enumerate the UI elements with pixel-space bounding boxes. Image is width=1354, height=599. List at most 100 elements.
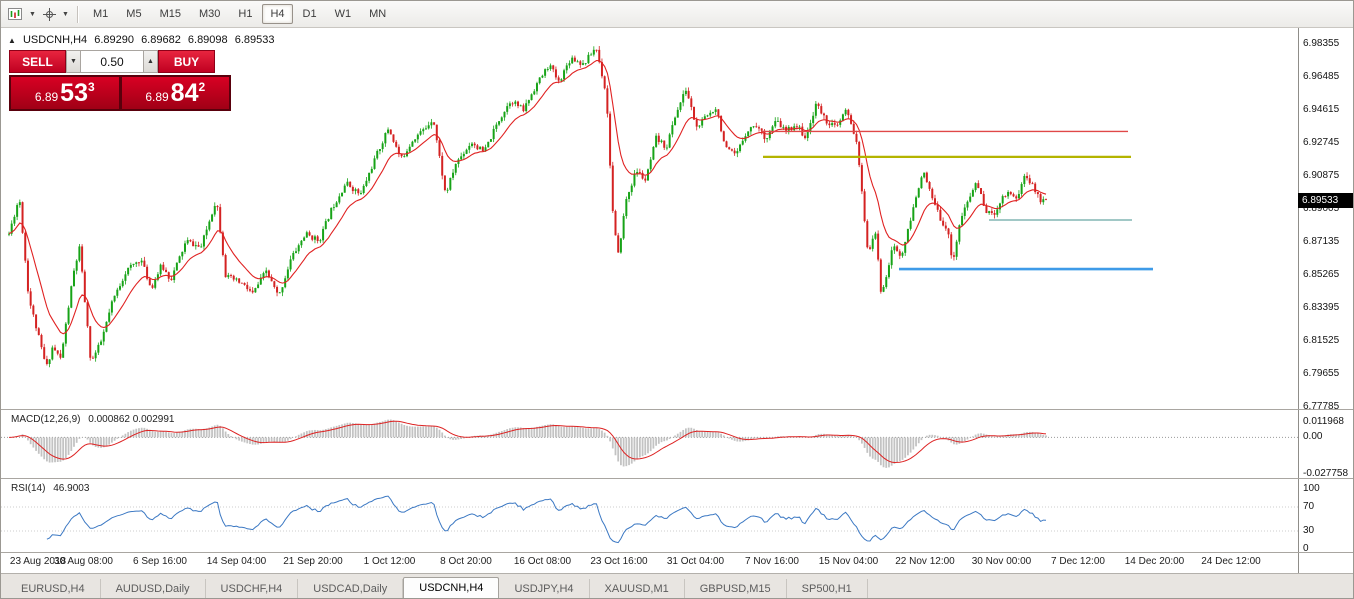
price-axis-label: 6.83395 bbox=[1303, 302, 1340, 313]
time-axis-label: 22 Nov 12:00 bbox=[895, 556, 955, 567]
time-axis-label: 7 Nov 16:00 bbox=[745, 556, 799, 567]
time-axis-label: 14 Sep 04:00 bbox=[206, 556, 267, 567]
time-axis-label: 15 Nov 04:00 bbox=[818, 556, 879, 567]
timeframe-button-m30[interactable]: M30 bbox=[198, 8, 221, 20]
ohlc-low: 6.89098 bbox=[187, 34, 228, 46]
rsi-axis-label: 30 bbox=[1303, 525, 1315, 536]
time-axis-label: 14 Dec 20:00 bbox=[1124, 556, 1185, 567]
chart-tab-usdcnh-h4[interactable]: USDCNH,H4 bbox=[403, 577, 500, 598]
timeframe-button-w1[interactable]: W1 bbox=[334, 8, 352, 20]
chart-tab-gbpusd-m15[interactable]: GBPUSD,M15 bbox=[685, 579, 787, 598]
price-axis-label: 6.90875 bbox=[1303, 170, 1340, 181]
rsi-axis-label: 70 bbox=[1303, 501, 1315, 512]
price-axis-label: 6.87135 bbox=[1303, 236, 1340, 247]
time-axis-label: 24 Dec 12:00 bbox=[1201, 556, 1261, 567]
price-axis-separator bbox=[1298, 28, 1299, 573]
macd-axis-label: 0.00 bbox=[1303, 431, 1323, 443]
sell-price-big: 53 bbox=[60, 79, 88, 107]
chart-window-icon[interactable] bbox=[5, 4, 27, 24]
price-axis[interactable]: 6.98355 6.96485 6.94615 6.92745 6.90875 6.890… bbox=[1299, 28, 1353, 573]
buy-price-button[interactable]: 6.89 84 2 bbox=[121, 77, 229, 109]
sell-button[interactable]: SELL bbox=[9, 50, 66, 73]
price-axis-label: 6.77785 bbox=[1303, 401, 1340, 412]
time-axis[interactable]: 23 Aug 2018 30 Aug 08:00 6 Sep 16:00 14 Sep… bbox=[1, 552, 1298, 573]
one-click-trading-widget: SELL ▼ ▲ BUY 6.89 53 3 6.89 84 2 bbox=[9, 50, 231, 111]
chart-tab-usdjpy-h4[interactable]: USDJPY,H4 bbox=[499, 579, 590, 598]
current-price-label: 6.89533 bbox=[1298, 193, 1353, 208]
panel-divider bbox=[1, 552, 1353, 553]
time-axis-label: 30 Nov 00:00 bbox=[971, 556, 1032, 567]
time-axis-label: 1 Oct 12:00 bbox=[363, 556, 416, 567]
panel-divider[interactable] bbox=[1, 478, 1353, 479]
chart-symbol: USDCNH,H4 bbox=[22, 34, 88, 46]
buy-button[interactable]: BUY bbox=[158, 50, 215, 73]
sell-price-sup: 3 bbox=[87, 80, 95, 94]
timeframe-button-m15[interactable]: M15 bbox=[159, 8, 181, 20]
timeframe-button-m1[interactable]: M1 bbox=[93, 8, 109, 20]
time-axis-label: 8 Oct 20:00 bbox=[440, 556, 492, 567]
price-axis-label: 6.81525 bbox=[1303, 335, 1340, 346]
buy-price-small: 6.89 bbox=[145, 90, 169, 104]
chart-symbol-icon: ▲ bbox=[8, 36, 16, 45]
volume-input[interactable] bbox=[81, 50, 143, 73]
buy-price-big: 84 bbox=[170, 79, 199, 107]
volume-decrease-button[interactable]: ▼ bbox=[66, 50, 81, 73]
rsi-value: 46.9003 bbox=[53, 483, 90, 494]
chart-tab-eurusd-h4[interactable]: EURUSD,H4 bbox=[6, 579, 101, 598]
rsi-title: RSI(14) bbox=[11, 483, 46, 494]
timeframe-button-d1[interactable]: D1 bbox=[302, 8, 317, 20]
price-chart-canvas[interactable] bbox=[1, 28, 1298, 409]
ohlc-open: 6.89290 bbox=[94, 34, 134, 46]
chart-tab-xauusd-m1[interactable]: XAUUSD,M1 bbox=[590, 579, 685, 598]
crosshair-dropdown-caret[interactable]: ▼ bbox=[62, 10, 69, 18]
sell-price-button[interactable]: 6.89 53 3 bbox=[11, 77, 119, 109]
ohlc-close: 6.89533 bbox=[234, 34, 275, 46]
chart-ohlc-header: ▲ USDCNH,H4 6.89290 6.89682 6.89098 6.89… bbox=[8, 34, 278, 46]
time-axis-label: 23 Aug 2018 bbox=[9, 556, 67, 567]
time-axis-label: 6 Sep 16:00 bbox=[133, 556, 187, 567]
rsi-axis-label: 0 bbox=[1303, 543, 1309, 554]
chart-tab-usdchf-h4[interactable]: USDCHF,H4 bbox=[206, 579, 299, 598]
panel-divider[interactable] bbox=[1, 409, 1353, 410]
price-axis-label: 6.94615 bbox=[1303, 104, 1340, 115]
time-axis-label: 16 Oct 08:00 bbox=[513, 556, 572, 567]
price-axis-label: 6.85265 bbox=[1303, 269, 1340, 280]
chart-tab-sp500-h1[interactable]: SP500,H1 bbox=[787, 579, 868, 598]
timeframe-button-h4[interactable]: H4 bbox=[262, 4, 293, 24]
macd-canvas[interactable] bbox=[1, 410, 1298, 478]
timeframe-button-mn[interactable]: MN bbox=[369, 8, 387, 20]
quote-prices: 6.89 53 3 6.89 84 2 bbox=[9, 75, 231, 111]
chart-tab-usdcad-daily[interactable]: USDCAD,Daily bbox=[298, 579, 404, 598]
rsi-indicator-header: RSI(14) 46.9003 bbox=[11, 483, 94, 494]
macd-values: 0.000862 0.002991 bbox=[88, 414, 175, 425]
timeframe-button-h1[interactable]: H1 bbox=[238, 8, 253, 20]
time-axis-label: 31 Oct 04:00 bbox=[666, 556, 725, 567]
ohlc-high: 6.89682 bbox=[141, 34, 181, 46]
timeframe-buttons: M1 M5 M15 M30 H1 H4 D1 W1 MN bbox=[84, 4, 395, 24]
time-axis-label: 21 Sep 20:00 bbox=[283, 556, 343, 567]
timeframe-button-m5[interactable]: M5 bbox=[126, 8, 142, 20]
time-axis-label: 7 Dec 12:00 bbox=[1051, 556, 1105, 567]
volume-increase-button[interactable]: ▲ bbox=[143, 50, 158, 73]
time-axis-label: 30 Aug 08:00 bbox=[54, 556, 113, 567]
chart-toolbar: ▼ ▼ M1 M5 M15 M30 H1 H4 D1 W1 MN bbox=[1, 1, 1353, 28]
toolbar-separator bbox=[77, 5, 78, 23]
time-axis-label: 23 Oct 16:00 bbox=[590, 556, 648, 567]
chart-window-dropdown-caret[interactable]: ▼ bbox=[29, 10, 36, 18]
chart-tab-audusd-daily[interactable]: AUDUSD,Daily bbox=[101, 579, 206, 598]
macd-axis-label: -0.027758 bbox=[1303, 468, 1349, 480]
price-axis-label: 6.92745 bbox=[1303, 137, 1340, 148]
rsi-axis-label: 100 bbox=[1303, 483, 1320, 494]
chart-area: 6.98355 6.96485 6.94615 6.92745 6.90875 6.890… bbox=[1, 28, 1353, 573]
sell-price-small: 6.89 bbox=[34, 90, 59, 104]
rsi-canvas[interactable] bbox=[1, 479, 1298, 552]
macd-indicator-header: MACD(12,26,9) 0.000862 0.002991 bbox=[11, 414, 179, 425]
price-axis-label: 6.98355 bbox=[1303, 38, 1340, 49]
buy-price-sup: 2 bbox=[198, 80, 206, 94]
price-axis-label: 6.96485 bbox=[1303, 71, 1340, 82]
crosshair-icon[interactable] bbox=[38, 4, 60, 24]
macd-title: MACD(12,26,9) bbox=[11, 414, 81, 425]
price-axis-label: 6.89005 bbox=[1303, 203, 1340, 214]
macd-axis-label: 0.011968 bbox=[1303, 415, 1344, 427]
